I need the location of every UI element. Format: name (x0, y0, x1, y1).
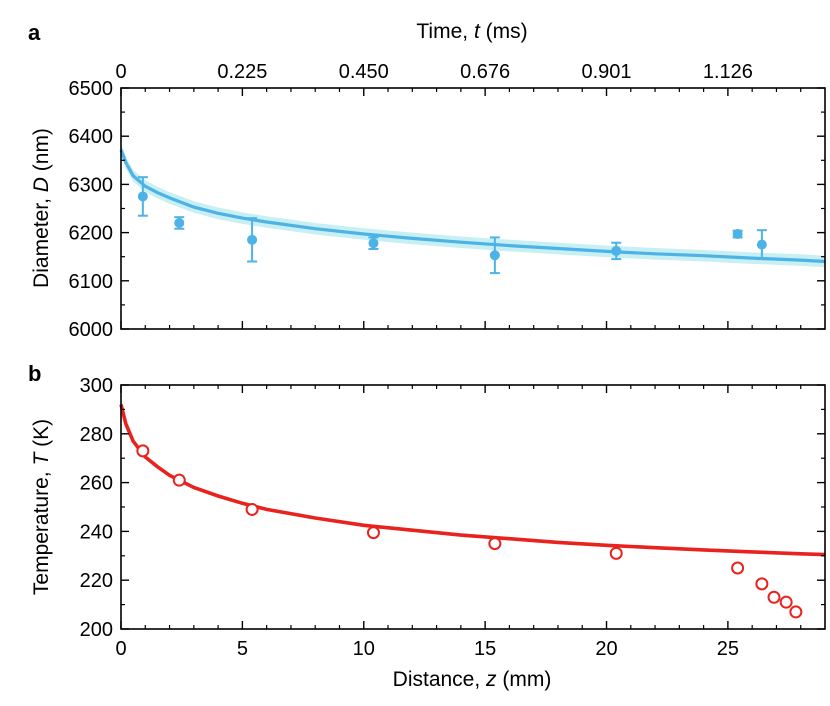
y-tick-label: 280 (80, 424, 113, 446)
data-point (756, 239, 767, 250)
y-tick-label: 200 (80, 619, 113, 641)
y-axis-label-b: Temperature, T (K) (30, 419, 53, 595)
y-tick-label: 6200 (69, 223, 114, 245)
x-tick-label: 15 (474, 638, 496, 660)
panel-b-label: b (28, 361, 41, 386)
data-points-b (136, 444, 803, 619)
ticks-a (120, 87, 825, 330)
data-point (368, 238, 379, 249)
fit-line (119, 149, 826, 264)
fit-band-a (121, 143, 825, 268)
x-tick-label: 0 (115, 638, 126, 660)
fit-curve-b (119, 404, 826, 557)
data-point (366, 526, 380, 540)
y-tick-label: 6000 (69, 319, 114, 341)
y-tick-label: 300 (80, 375, 113, 397)
data-point (489, 250, 500, 261)
top-tick-label: 0 (115, 61, 126, 83)
top-tick-label: 0.676 (460, 61, 510, 83)
top-tick-labels-a: 0 0.225 0.450 0.676 0.901 1.126 (115, 61, 752, 83)
ticks-b (120, 384, 825, 630)
data-point (611, 245, 622, 256)
data-point (247, 234, 258, 245)
top-tick-label: 0.225 (217, 61, 267, 83)
data-point (172, 473, 186, 487)
data-point (136, 444, 150, 458)
top-tick-label: 0.901 (581, 61, 631, 83)
y-axis-label-a: Diameter, D (nm) (30, 128, 53, 288)
y-tick-label: 6400 (69, 126, 114, 148)
data-point (732, 229, 743, 240)
plot-frame-b (120, 384, 826, 630)
panel-a-label: a (28, 20, 41, 45)
fit-curve-a (119, 149, 826, 264)
data-point (779, 595, 793, 609)
y-tick-label: 6500 (69, 78, 114, 100)
y-tick-label: 6300 (69, 174, 114, 196)
y-tick-label: 240 (80, 521, 113, 543)
data-point (609, 546, 623, 560)
data-point (767, 590, 781, 604)
panel-a: a Time, t (ms) 600061006200630064006500 … (28, 20, 826, 341)
data-point (174, 217, 185, 228)
panel-b: b 200 220 240 260 280 300 0 5 10 15 20 25 Distance… (28, 361, 826, 691)
x-axis-label-b: Distance, z (mm) (393, 668, 552, 691)
y-tick-labels-b: 200 220 240 260 280 300 (80, 375, 113, 641)
data-point (488, 537, 502, 551)
x-tick-label: 20 (595, 638, 617, 660)
plot-frame-a (120, 87, 826, 330)
y-tick-label: 260 (80, 473, 113, 495)
y-tick-label: 220 (80, 570, 113, 592)
x-tick-label: 25 (717, 638, 739, 660)
fit-line (119, 404, 826, 557)
data-point (731, 561, 745, 575)
top-tick-label: 0.450 (339, 61, 389, 83)
x-tick-label: 5 (237, 638, 248, 660)
data-points-a (137, 176, 767, 275)
data-point (137, 191, 148, 202)
x-tick-label: 10 (353, 638, 375, 660)
x-tick-labels-b: 0 5 10 15 20 25 (115, 638, 739, 660)
data-point (789, 605, 803, 619)
top-axis-label: Time, t (ms) (416, 20, 527, 43)
y-tick-label: 6100 (69, 271, 114, 293)
y-tick-labels-a: 6000 6100 6200 6300 6400 6500 (69, 78, 114, 341)
top-tick-label: 1.126 (703, 61, 753, 83)
data-point (755, 577, 769, 591)
fit-band-area (121, 143, 825, 268)
data-point (245, 502, 259, 516)
